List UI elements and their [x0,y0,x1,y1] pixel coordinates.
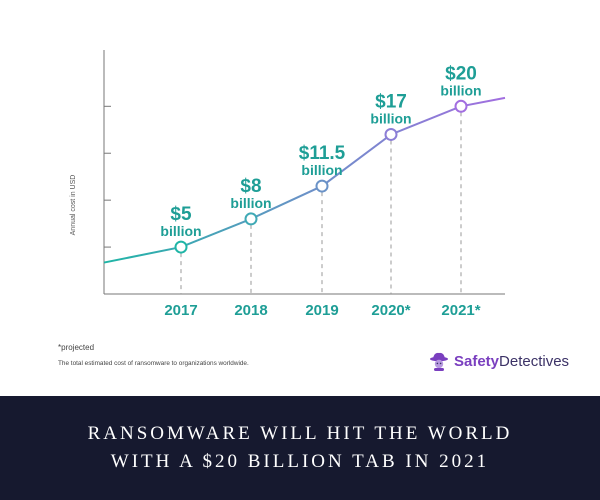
footer-line-1: RANSOMWARE WILL HIT THE WORLD [87,423,513,444]
brand-logo: SafetyDetectives [428,350,569,372]
chart-area: $5 billion $8 billion $11.5 billion $17 billion… [70,50,506,319]
chart-svg: $5billion$8billion$11.5billion$17billion… [103,50,506,319]
brand-name-part2: Detectives [499,352,570,370]
data-label-unit-0: billion [160,223,201,239]
data-point-4 [454,99,468,113]
data-label-amount-1: $8 [240,176,261,197]
data-point-2 [315,179,329,193]
data-label-unit-4: billion [440,82,481,98]
data-label-amount-2: $11.5 [299,143,346,164]
data-label-amount-4: $20 [445,63,477,84]
data-point-0 [174,240,188,254]
footer-banner: RANSOMWARE WILL HIT THE WORLD WITH A $20… [0,396,600,500]
detective-hat-icon [430,352,448,371]
footer-line-2: WITH A $20 BILLION TAB IN 2021 [110,451,490,472]
data-label-unit-3: billion [370,110,411,126]
footer-headline: RANSOMWARE WILL HIT THE WORLD WITH A $20… [40,420,560,476]
brand-name: SafetyDetectives [454,353,569,370]
x-tick-label-3: 2020* [371,302,410,319]
data-label-amount-3: $17 [375,91,407,112]
data-label-unit-1: billion [230,195,271,211]
x-tick-label-0: 2017 [164,302,197,319]
data-point-1 [244,212,258,226]
data-point-3 [384,127,398,141]
y-axis-label: Annual cost in USD [70,174,77,236]
footnote-projected: *projected [58,343,95,352]
x-tick-label-4: 2021* [441,302,480,319]
data-label-amount-0: $5 [170,204,192,225]
footnote-description: The total estimated cost of ransomware t… [58,360,249,367]
x-tick-label-1: 2018 [234,302,267,319]
x-tick-label-2: 2019 [305,302,338,319]
data-label-unit-2: billion [301,162,342,178]
brand-name-part1: Safety [454,352,500,370]
